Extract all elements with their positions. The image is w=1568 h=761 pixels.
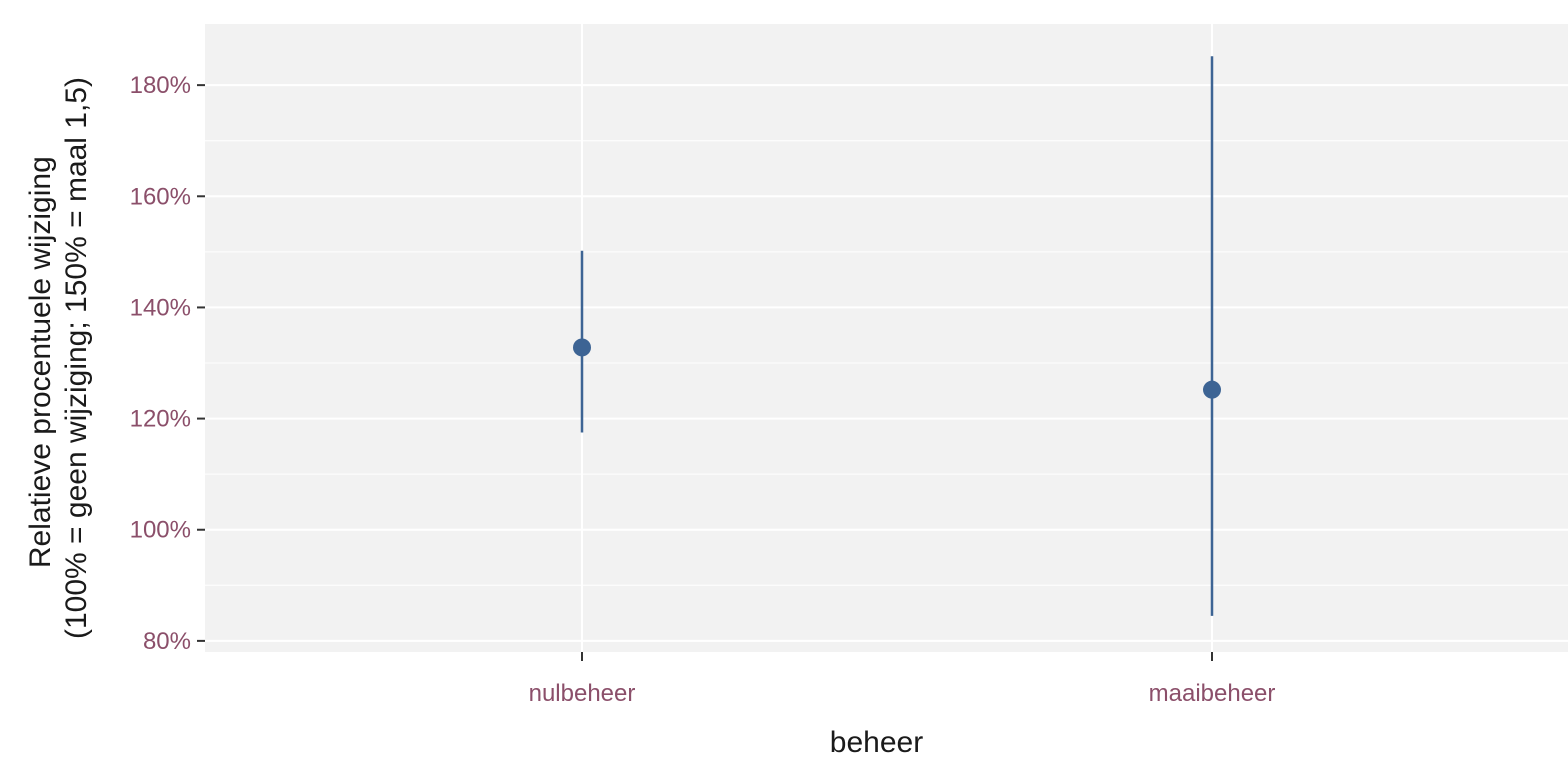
y-axis-title-line-1: Relatieve procentuele wijziging: [24, 156, 57, 568]
axes: 80% 100% 120% 140% 160% 180% nulbeheer maaibehe…: [130, 72, 1276, 707]
y-tick-label: 140%: [130, 294, 191, 321]
y-tick-label: 160%: [130, 183, 191, 210]
y-tick-label: 120%: [130, 406, 191, 433]
point-maaibeheer: [1203, 380, 1221, 399]
y-axis-title-line-2: (100% = geen wijziging; 150% = maal 1,5): [60, 77, 93, 639]
x-axis-title: beheer: [830, 726, 923, 759]
plot-panel: [205, 24, 1568, 652]
x-tick-label-maaibeheer: maaibeheer: [1149, 680, 1276, 707]
x-tick-label-nulbeheer: nulbeheer: [529, 680, 636, 707]
point-nulbeheer: [573, 338, 591, 357]
y-tick-label: 100%: [130, 517, 191, 544]
y-tick-label: 180%: [130, 72, 191, 99]
y-tick-label: 80%: [143, 628, 191, 655]
data-marks: [573, 56, 1221, 616]
y-axis-title: Relatieve procentuele wijziging (100% = …: [24, 77, 93, 639]
